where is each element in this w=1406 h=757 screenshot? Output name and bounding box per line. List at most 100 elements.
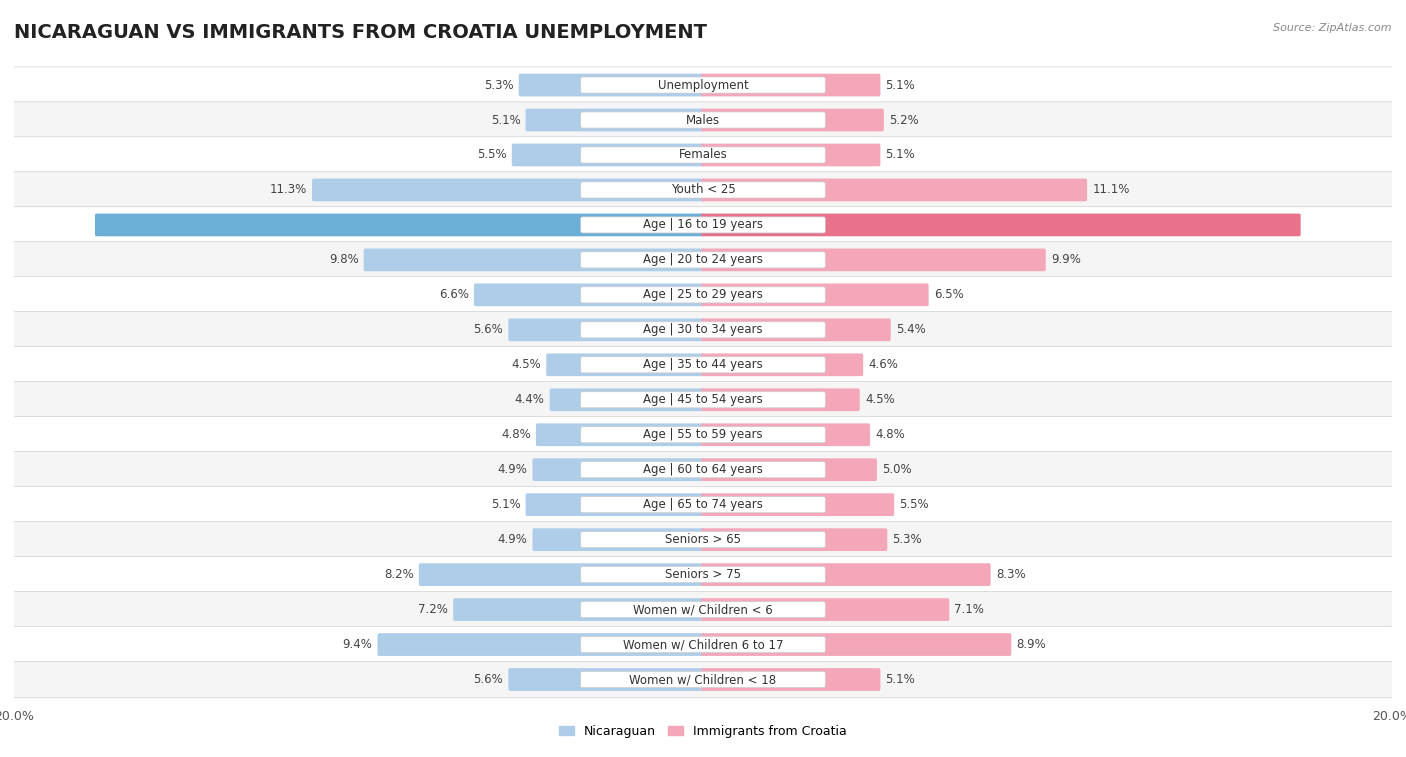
FancyBboxPatch shape	[702, 528, 887, 551]
Text: 8.2%: 8.2%	[384, 568, 413, 581]
Text: 6.5%: 6.5%	[934, 288, 963, 301]
FancyBboxPatch shape	[581, 391, 825, 408]
FancyBboxPatch shape	[581, 671, 825, 687]
Text: 8.3%: 8.3%	[995, 568, 1025, 581]
Text: 5.0%: 5.0%	[882, 463, 911, 476]
FancyBboxPatch shape	[702, 388, 859, 411]
Text: Age | 65 to 74 years: Age | 65 to 74 years	[643, 498, 763, 511]
Text: 9.8%: 9.8%	[329, 254, 359, 266]
FancyBboxPatch shape	[14, 382, 1392, 418]
Text: Seniors > 75: Seniors > 75	[665, 568, 741, 581]
Text: 5.6%: 5.6%	[474, 673, 503, 686]
Text: Males: Males	[686, 114, 720, 126]
FancyBboxPatch shape	[581, 147, 825, 163]
Text: Youth < 25: Youth < 25	[671, 183, 735, 197]
FancyBboxPatch shape	[702, 179, 1087, 201]
Text: 8.9%: 8.9%	[1017, 638, 1046, 651]
FancyBboxPatch shape	[14, 451, 1392, 488]
Text: Age | 16 to 19 years: Age | 16 to 19 years	[643, 219, 763, 232]
FancyBboxPatch shape	[453, 598, 704, 621]
FancyBboxPatch shape	[526, 109, 704, 132]
FancyBboxPatch shape	[581, 252, 825, 268]
FancyBboxPatch shape	[702, 668, 880, 691]
Text: 5.1%: 5.1%	[491, 114, 520, 126]
Text: 5.1%: 5.1%	[886, 79, 915, 92]
FancyBboxPatch shape	[702, 494, 894, 516]
Text: Unemployment: Unemployment	[658, 79, 748, 92]
FancyBboxPatch shape	[519, 73, 704, 96]
FancyBboxPatch shape	[702, 563, 991, 586]
FancyBboxPatch shape	[533, 458, 704, 481]
Text: 5.1%: 5.1%	[491, 498, 520, 511]
FancyBboxPatch shape	[702, 109, 884, 132]
Text: 9.4%: 9.4%	[343, 638, 373, 651]
FancyBboxPatch shape	[702, 213, 1301, 236]
Text: 4.5%: 4.5%	[865, 394, 894, 407]
FancyBboxPatch shape	[14, 241, 1392, 278]
Text: Women w/ Children < 18: Women w/ Children < 18	[630, 673, 776, 686]
Text: 5.1%: 5.1%	[886, 673, 915, 686]
FancyBboxPatch shape	[14, 487, 1392, 523]
Text: 4.5%: 4.5%	[512, 358, 541, 371]
FancyBboxPatch shape	[702, 73, 880, 96]
FancyBboxPatch shape	[14, 416, 1392, 453]
FancyBboxPatch shape	[14, 137, 1392, 173]
FancyBboxPatch shape	[702, 423, 870, 446]
FancyBboxPatch shape	[14, 662, 1392, 698]
Text: 4.9%: 4.9%	[498, 533, 527, 546]
Text: 5.6%: 5.6%	[474, 323, 503, 336]
FancyBboxPatch shape	[536, 423, 704, 446]
Text: Age | 55 to 59 years: Age | 55 to 59 years	[643, 428, 763, 441]
FancyBboxPatch shape	[581, 462, 825, 478]
Text: Women w/ Children < 6: Women w/ Children < 6	[633, 603, 773, 616]
Text: 5.1%: 5.1%	[886, 148, 915, 161]
Text: 11.1%: 11.1%	[1092, 183, 1129, 197]
FancyBboxPatch shape	[512, 144, 704, 167]
FancyBboxPatch shape	[14, 172, 1392, 208]
Text: 5.3%: 5.3%	[484, 79, 513, 92]
FancyBboxPatch shape	[312, 179, 704, 201]
Text: 5.2%: 5.2%	[889, 114, 918, 126]
FancyBboxPatch shape	[526, 494, 704, 516]
FancyBboxPatch shape	[509, 319, 704, 341]
FancyBboxPatch shape	[581, 357, 825, 373]
FancyBboxPatch shape	[581, 637, 825, 653]
FancyBboxPatch shape	[14, 626, 1392, 662]
Text: Age | 30 to 34 years: Age | 30 to 34 years	[643, 323, 763, 336]
FancyBboxPatch shape	[550, 388, 704, 411]
Text: Females: Females	[679, 148, 727, 161]
Text: 17.3%: 17.3%	[1306, 219, 1343, 232]
Text: Age | 20 to 24 years: Age | 20 to 24 years	[643, 254, 763, 266]
Text: 5.4%: 5.4%	[896, 323, 925, 336]
Text: 4.8%: 4.8%	[875, 428, 905, 441]
FancyBboxPatch shape	[14, 207, 1392, 243]
FancyBboxPatch shape	[702, 458, 877, 481]
Text: 5.3%: 5.3%	[893, 533, 922, 546]
Text: 4.8%: 4.8%	[501, 428, 531, 441]
Text: Age | 25 to 29 years: Age | 25 to 29 years	[643, 288, 763, 301]
FancyBboxPatch shape	[581, 602, 825, 618]
FancyBboxPatch shape	[419, 563, 704, 586]
FancyBboxPatch shape	[533, 528, 704, 551]
Text: 9.9%: 9.9%	[1050, 254, 1081, 266]
Text: 7.2%: 7.2%	[418, 603, 449, 616]
FancyBboxPatch shape	[581, 182, 825, 198]
FancyBboxPatch shape	[702, 598, 949, 621]
Text: 5.5%: 5.5%	[900, 498, 929, 511]
Text: NICARAGUAN VS IMMIGRANTS FROM CROATIA UNEMPLOYMENT: NICARAGUAN VS IMMIGRANTS FROM CROATIA UN…	[14, 23, 707, 42]
FancyBboxPatch shape	[581, 112, 825, 128]
FancyBboxPatch shape	[702, 283, 928, 307]
FancyBboxPatch shape	[547, 354, 704, 376]
FancyBboxPatch shape	[581, 217, 825, 233]
FancyBboxPatch shape	[702, 144, 880, 167]
Text: 5.5%: 5.5%	[477, 148, 506, 161]
FancyBboxPatch shape	[702, 248, 1046, 271]
Text: Women w/ Children 6 to 17: Women w/ Children 6 to 17	[623, 638, 783, 651]
FancyBboxPatch shape	[14, 556, 1392, 593]
FancyBboxPatch shape	[581, 497, 825, 512]
FancyBboxPatch shape	[14, 67, 1392, 103]
FancyBboxPatch shape	[474, 283, 704, 307]
Text: 7.1%: 7.1%	[955, 603, 984, 616]
Text: Age | 45 to 54 years: Age | 45 to 54 years	[643, 394, 763, 407]
FancyBboxPatch shape	[581, 566, 825, 583]
